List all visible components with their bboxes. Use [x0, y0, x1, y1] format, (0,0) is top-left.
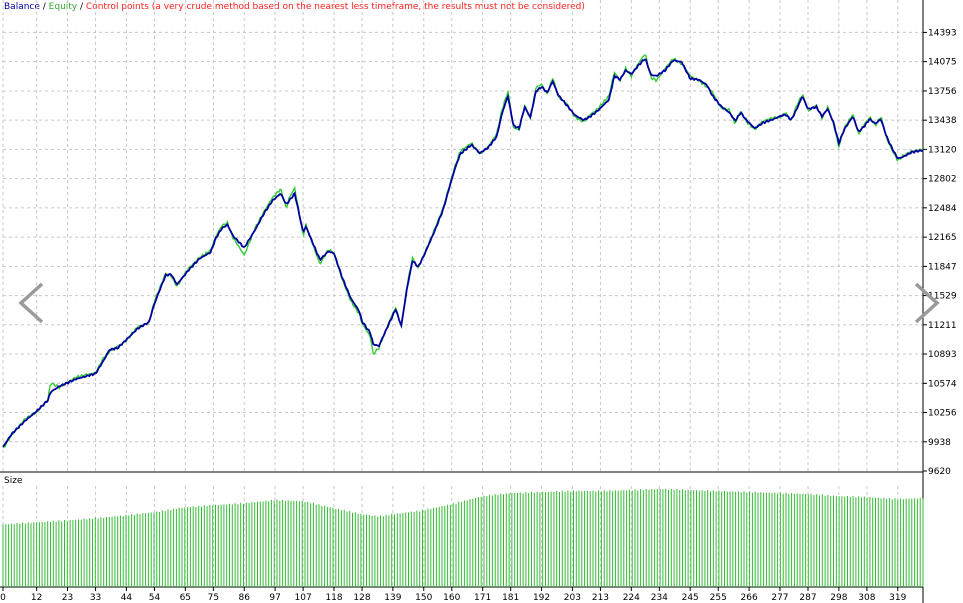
- y-tick-label: 14393: [928, 28, 957, 38]
- x-tick-label: 139: [384, 593, 401, 603]
- chevron-right-icon: [914, 282, 940, 324]
- x-tick-label: 0: [0, 593, 6, 603]
- equity-line: [2, 54, 924, 449]
- x-tick-label: 181: [502, 593, 519, 603]
- x-tick-label: 54: [149, 593, 161, 603]
- scroll-left-button[interactable]: [16, 281, 46, 325]
- x-tick-label: 86: [238, 593, 250, 603]
- legend-separator: /: [39, 2, 49, 12]
- x-tick-label: 44: [121, 593, 133, 603]
- x-tick-label: 203: [564, 593, 581, 603]
- legend-control-points: Control points (a very crude method base…: [85, 2, 585, 12]
- legend-balance: Balance: [4, 2, 40, 12]
- x-tick-label: 234: [651, 593, 668, 603]
- y-tick-label: 10574: [928, 379, 957, 389]
- y-tick-label: 12484: [928, 204, 957, 214]
- x-tick-label: 213: [592, 593, 609, 603]
- x-tick-label: 160: [443, 593, 460, 603]
- y-tick-label: 10256: [928, 409, 957, 419]
- x-tick-label: 255: [710, 593, 727, 603]
- x-tick-label: 107: [295, 593, 312, 603]
- y-tick-label: 12802: [928, 175, 957, 185]
- size-subchart-label: Size: [4, 476, 23, 486]
- balance-line: [2, 58, 924, 448]
- x-tick-label: 33: [90, 593, 101, 603]
- x-tick-label: 277: [771, 593, 788, 603]
- y-tick-label: 9938: [928, 438, 951, 448]
- y-tick-label: 14075: [928, 58, 957, 68]
- x-tick-label: 97: [269, 593, 280, 603]
- chart-legend: Balance / Equity / Control points (a ver…: [4, 2, 585, 12]
- y-tick-label: 11847: [928, 262, 957, 272]
- x-tick-label: 287: [799, 593, 816, 603]
- x-tick-label: 23: [62, 593, 73, 603]
- x-tick-label: 150: [415, 593, 432, 603]
- x-tick-label: 319: [889, 593, 906, 603]
- y-tick-label: 12165: [928, 233, 957, 243]
- chevron-left-icon: [18, 282, 44, 324]
- x-tick-label: 192: [533, 593, 550, 603]
- x-tick-label: 298: [830, 593, 847, 603]
- scroll-right-button[interactable]: [912, 281, 942, 325]
- y-tick-label: 13438: [928, 116, 957, 126]
- y-tick-label: 11529: [928, 292, 957, 302]
- x-tick-label: 12: [31, 593, 42, 603]
- x-tick-label: 65: [180, 593, 191, 603]
- x-tick-label: 245: [682, 593, 699, 603]
- legend-separator: /: [77, 2, 86, 12]
- x-tick-label: 266: [741, 593, 758, 603]
- x-tick-label: 118: [325, 593, 342, 603]
- x-tick-label: 308: [858, 593, 875, 603]
- x-tick-label: 128: [353, 593, 370, 603]
- legend-equity: Equity: [48, 2, 78, 12]
- x-tick-label: 224: [623, 593, 640, 603]
- y-tick-label: 13120: [928, 145, 957, 155]
- y-tick-label: 9620: [928, 467, 951, 477]
- y-tick-label: 11211: [928, 321, 957, 331]
- y-tick-label: 13756: [928, 87, 957, 97]
- y-tick-label: 10893: [928, 350, 957, 360]
- x-tick-label: 75: [208, 593, 219, 603]
- x-tick-label: 171: [474, 593, 491, 603]
